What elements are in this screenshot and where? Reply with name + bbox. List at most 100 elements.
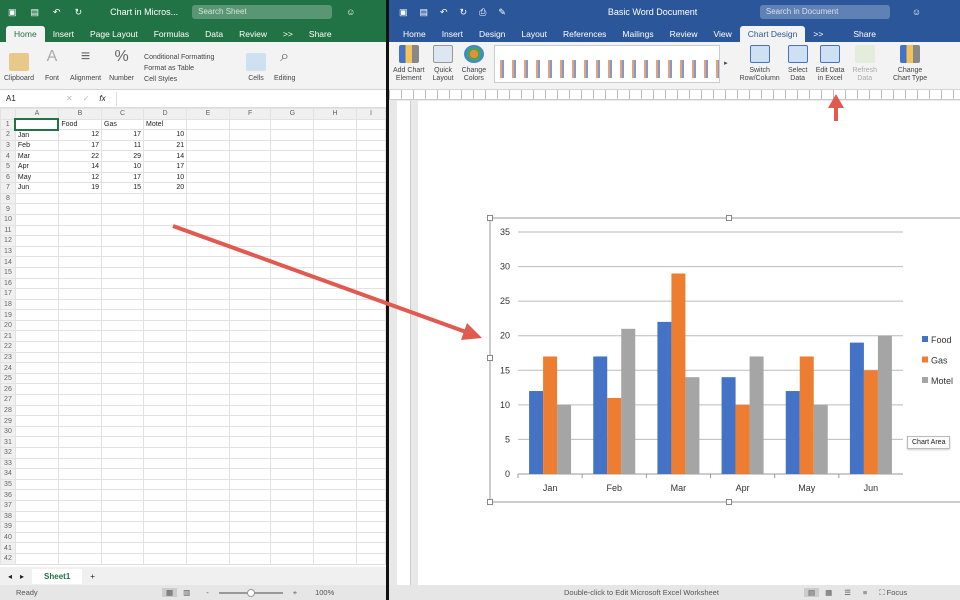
add-sheet-icon[interactable]: + [90,571,95,581]
cell[interactable] [355,436,386,448]
number-button[interactable]: % Number [105,49,138,89]
cell[interactable] [57,309,103,321]
change-colors-button[interactable]: Change Colors [458,45,491,89]
cell[interactable] [57,362,103,374]
cell[interactable] [270,457,315,470]
cell[interactable] [270,245,315,258]
tab-data[interactable]: Data [205,29,224,39]
cell[interactable] [355,499,386,512]
sidebar-icon[interactable]: ▣ [8,6,17,17]
tab-layout[interactable]: Layout [521,29,547,39]
tab-review[interactable]: Review [239,29,267,39]
cell[interactable] [355,351,386,364]
cell[interactable] [270,309,315,321]
smiley-icon[interactable]: ☺ [911,7,922,17]
cell[interactable] [355,277,386,290]
zoom-slider-thumb[interactable] [246,588,255,597]
tab-more[interactable]: >> [813,29,824,39]
save-icon[interactable]: ▤ [30,6,40,17]
clipboard-button[interactable]: Clipboard [0,53,38,89]
cell[interactable] [57,330,103,343]
share-button[interactable]: Share [308,29,332,39]
cell[interactable] [270,372,315,385]
cell[interactable] [143,436,188,448]
tab-home[interactable]: Home [403,29,426,39]
tab-chart-design[interactable]: Chart Design [739,26,806,42]
cell[interactable] [355,552,386,565]
cell[interactable] [143,447,188,459]
cell[interactable] [143,415,188,427]
cell[interactable] [143,330,188,343]
cell[interactable] [143,404,188,417]
cell[interactable] [143,298,188,311]
tab-view[interactable]: View [713,29,732,39]
cell[interactable] [270,552,315,565]
cell[interactable] [355,362,386,374]
cell[interactable] [143,266,188,279]
cell[interactable] [355,256,386,268]
search-input[interactable]: Search Sheet [192,5,333,19]
tab-design[interactable]: Design [478,29,506,39]
cell[interactable] [57,447,103,459]
cell[interactable] [270,394,315,406]
select-data-button[interactable]: Select Data [784,45,812,89]
cell[interactable] [355,341,386,353]
change-chart-type-button[interactable]: Change Chart Type [889,45,931,89]
cell[interactable] [57,394,103,406]
tab-formulas[interactable]: Formulas [153,29,190,39]
cell[interactable] [143,256,188,268]
zoom-slider[interactable] [218,588,283,597]
cell[interactable] [355,319,386,332]
confirm-icon[interactable]: ✓ [82,94,90,103]
cell[interactable] [270,277,315,290]
conditional-formatting-button[interactable]: Conditional Formatting [144,54,215,61]
redo-icon[interactable]: ↻ [459,6,468,17]
name-box[interactable]: A1 [6,94,16,103]
cell[interactable] [270,489,315,501]
focus-button[interactable]: ⛶ Focus [879,587,908,597]
cell[interactable] [355,447,386,459]
function-icon[interactable]: fx [99,94,106,103]
cell[interactable] [57,478,103,491]
formula-input[interactable] [115,91,386,106]
cell[interactable] [270,330,315,343]
cell[interactable] [143,552,188,565]
cell[interactable] [355,489,386,501]
tab-review[interactable]: Review [669,29,698,39]
cell[interactable] [270,415,315,427]
cell[interactable] [143,425,188,438]
redo-icon[interactable]: ↻ [74,6,83,17]
cell[interactable] [355,394,386,406]
chart-styles-gallery[interactable] [494,45,721,83]
cell[interactable] [270,288,315,300]
editing-button[interactable]: ⌕ Editing [270,49,299,89]
cell[interactable] [355,415,386,427]
cell[interactable] [143,288,188,300]
cell[interactable] [57,256,103,268]
cell[interactable] [57,457,103,470]
cell[interactable] [143,468,188,480]
draft-icon[interactable]: ≡ [862,588,868,597]
page-layout-view-icon[interactable]: ▥ [183,588,191,597]
cell[interactable] [57,552,103,565]
cell[interactable] [57,383,103,396]
cell[interactable] [355,372,386,385]
horizontal-ruler[interactable] [389,90,960,100]
print-layout-icon[interactable]: ▤ [804,588,820,597]
cell[interactable] [57,468,103,480]
cell[interactable] [270,362,315,374]
cell[interactable] [143,351,188,364]
cell[interactable] [57,489,103,501]
cell[interactable] [143,394,188,406]
cell[interactable] [143,277,188,290]
cell[interactable] [355,266,386,279]
cell[interactable] [57,277,103,290]
zoom-in-icon[interactable]: + [292,588,298,597]
cell[interactable] [143,489,188,501]
share-button[interactable]: Share [853,29,876,39]
cell[interactable] [270,425,315,438]
cell[interactable] [57,425,103,438]
cell[interactable] [57,288,103,300]
save-icon[interactable]: ▤ [419,6,429,17]
cell[interactable] [57,245,103,258]
